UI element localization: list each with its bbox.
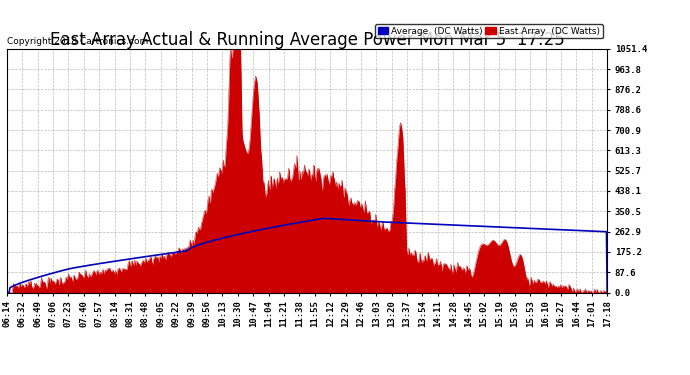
Text: Copyright 2018 Cartronics.com: Copyright 2018 Cartronics.com: [7, 38, 148, 46]
Title: East Array Actual & Running Average Power Mon Mar 5  17:25: East Array Actual & Running Average Powe…: [50, 31, 564, 49]
Legend: Average  (DC Watts), East Array  (DC Watts): Average (DC Watts), East Array (DC Watts…: [375, 24, 602, 38]
